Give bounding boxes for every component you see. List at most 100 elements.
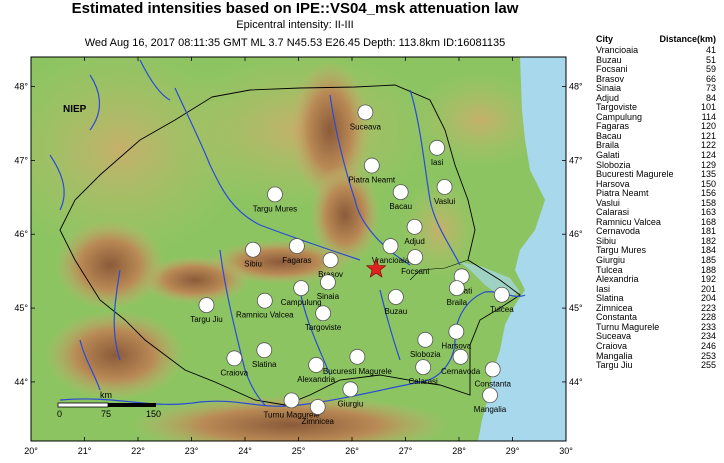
city-marker[interactable] [363,157,380,174]
city-column-header: City [596,34,614,44]
city-marker[interactable] [342,381,359,398]
city-name: Suceava [596,331,632,342]
city-distance: 246 [700,340,716,351]
city-label: Vaslui [434,197,455,206]
table-row: Focsani 59 [596,65,716,75]
balkan-mountains-west [45,310,185,400]
lon-tick-label: 27° [399,446,413,456]
eastern-carpathians [290,60,370,200]
city-marker[interactable] [308,357,325,373]
city-marker[interactable] [382,238,399,254]
city-marker[interactable] [392,184,409,201]
city-marker[interactable] [448,280,465,297]
city-marker[interactable] [357,104,374,121]
city-name: Vrancioaia [596,45,639,55]
scale-label-0: 0 [57,409,62,419]
city-label: Bacau [389,202,412,211]
city-distance: 184 [700,245,716,256]
city-distance: 120 [700,121,716,132]
table-row: Sibiu 182 [596,235,716,247]
city-marker[interactable] [288,238,305,254]
city-name: Cernavoda [596,226,641,237]
intensity-map[interactable]: 20° 21° 22° 23° 24° 25° 26° 27° 28° 29° 30° 44° 44° 4… [0,52,590,463]
city-name: Braila [596,140,620,151]
city-marker[interactable] [320,274,336,291]
city-name: Slobozia [596,159,631,170]
city-name: Tulcea [596,264,623,275]
city-marker[interactable] [417,331,434,348]
city-name: Piatra Neamt [596,188,649,199]
city-distance: 41 [705,45,716,55]
city-name: Harsova [596,178,630,189]
city-label: Adjud [404,237,424,246]
city-label: Turnu Magurele [263,410,320,419]
city-distance: 201 [700,283,716,294]
city-marker[interactable] [226,350,243,367]
city-marker[interactable] [484,361,501,378]
lon-tick-label: 23° [185,446,199,456]
city-distance: 122 [700,140,716,151]
city-marker[interactable] [293,280,310,297]
city-distance: 234 [700,331,716,342]
city-marker[interactable] [283,392,300,409]
city-marker[interactable] [482,387,498,404]
city-distance: 135 [700,169,716,180]
city-label: Ramnicu Valcea [236,311,294,320]
city-marker[interactable] [256,292,273,309]
city-marker[interactable] [415,359,432,376]
city-name: Sinaia [596,83,622,94]
city-label: Zimnicea [302,417,335,426]
niep-label: NIEP [63,104,87,115]
cities-layer: Suceava Iasi Piatra Neamt Vaslui Bacau Targu … [190,104,514,426]
city-marker[interactable] [448,323,465,340]
city-marker[interactable] [245,241,261,258]
city-name: Galati [596,150,620,161]
city-label: Iasi [431,158,444,167]
table-row: Piatra Neamt 156 [596,189,716,199]
city-distance: 223 [700,302,716,313]
table-row: Slobozia 129 [596,159,716,171]
table-row: Cernavoda 181 [596,227,716,237]
lat-tick-label-right: 47° [569,155,583,165]
city-marker[interactable] [309,399,326,415]
table-row: Calarasi 163 [596,208,716,218]
city-marker[interactable] [452,348,469,365]
city-marker[interactable] [322,252,339,268]
city-distance: 182 [700,235,716,246]
lat-tick-label-right: 48° [569,82,583,92]
city-name: Buzau [596,54,622,65]
city-name: Iasi [596,283,611,294]
city-distance: 59 [705,64,716,75]
city-marker[interactable] [407,249,424,266]
city-label: Tulcea [490,305,514,314]
lat-tick-label-right: 46° [569,229,583,239]
table-row: Brasov 66 [596,74,716,85]
lon-tick-label: 30° [559,446,573,456]
city-marker[interactable] [406,218,423,235]
city-marker[interactable] [493,286,510,303]
city-name: Focsani [596,64,628,75]
city-marker[interactable] [198,297,215,314]
table-row: Vrancioaia 41 [596,45,716,56]
city-marker[interactable] [429,139,445,156]
city-marker[interactable] [436,179,453,195]
city-label: Suceava [350,122,382,131]
city-marker[interactable] [387,289,404,305]
distance-column-header: Distance(km) [659,34,716,44]
city-marker[interactable] [349,348,366,365]
scale-bar: km 0 75 150 [57,390,161,419]
epicenter-star-icon[interactable] [365,258,387,278]
city-marker[interactable] [315,305,332,322]
scale-label-150: 150 [146,409,161,419]
table-row: Bacau 121 [596,131,716,142]
city-name: Sibiu [596,235,617,246]
city-label: Campulung [281,298,322,307]
apuseni-mountains [55,220,165,310]
lat-tick-label-left: 46° [14,229,28,239]
city-name: Alexandria [596,274,639,285]
lat-tick-label-left: 47° [14,155,28,165]
distance-table-rows: Vrancioaia 41 Buzau 51 Focsani 59 Brasov 66 Sina… [596,45,716,371]
city-marker[interactable] [256,342,273,359]
table-row: Ramnicu Valcea 168 [596,217,716,228]
city-marker[interactable] [267,186,283,203]
